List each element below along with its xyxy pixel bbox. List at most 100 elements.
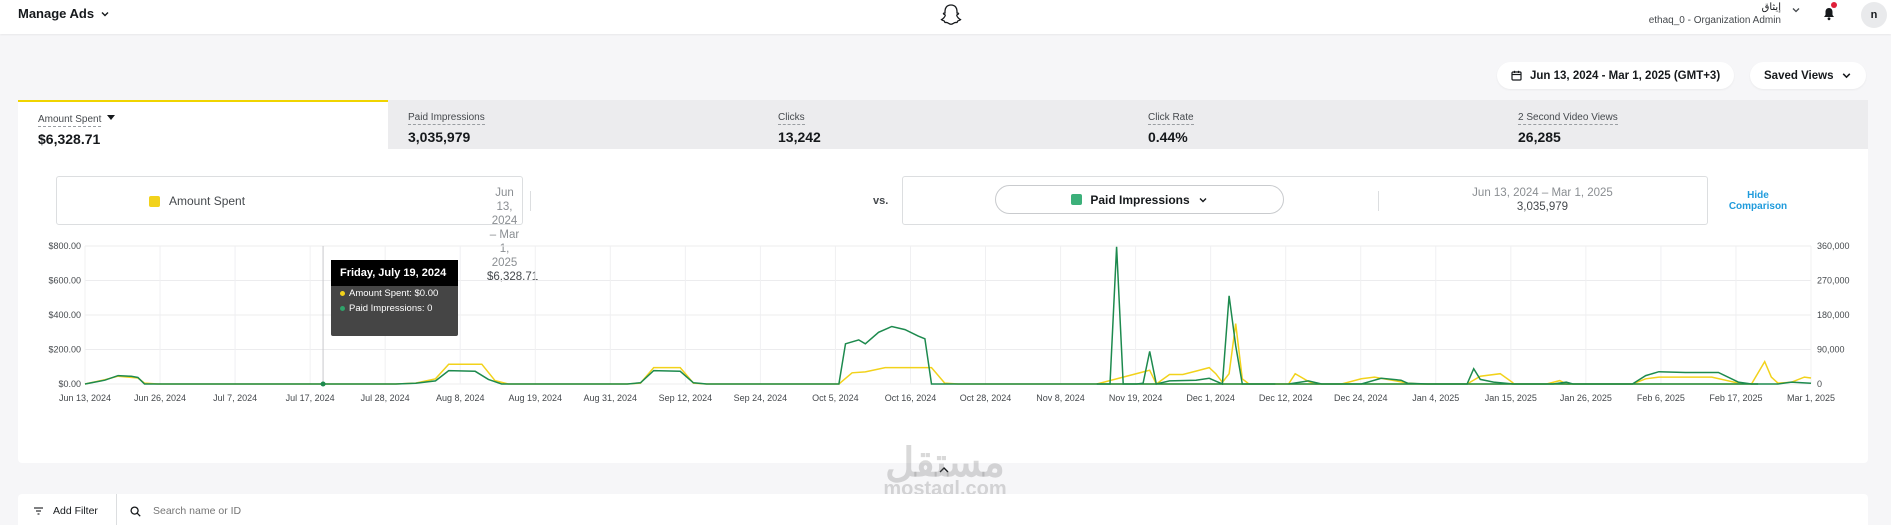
hide-comparison-line2: Comparison [1728,201,1788,212]
line-chart[interactable]: $0.00 0 $200.00 90,000 $400.00 180,000 $600.00… [18,240,1868,440]
paid-impressions-swatch [1071,194,1083,205]
tab-paid-impressions[interactable]: Paid Impressions 3,035,979 [388,100,758,149]
y-left-tick: $400.00 [48,310,81,320]
tab-value: 26,285 [1518,129,1561,145]
tab-label: Amount Spent [38,114,102,127]
series-line-paid-impressions [84,325,1759,385]
x-tick: Feb 6, 2025 [1637,393,1685,403]
calendar-icon [1511,70,1522,81]
chevron-down-icon [1843,73,1851,79]
series-line-paid-impressions [1513,370,1812,385]
x-tick: Nov 19, 2024 [1109,393,1163,403]
manage-ads-menu[interactable]: Manage Ads [18,6,110,21]
tab-value: 3,035,979 [408,129,471,145]
x-tick: Oct 28, 2024 [960,393,1012,403]
comparison-metric-label: Paid Impressions [1090,192,1190,207]
metric-tabs: Amount Spent $6,328.71 Paid Impressions … [18,100,1868,149]
primary-metric-label: Amount Spent [169,194,246,208]
y-left-tick: $0.00 [58,379,81,389]
y-right-tick: 90,000 [1817,345,1845,355]
caret-down-icon[interactable] [107,115,116,121]
tab-value: $6,328.71 [38,131,101,147]
x-tick: Mar 1, 2025 [1787,393,1835,403]
divider [116,494,117,525]
stats-card: Amount Spent $6,328.71 Paid Impressions … [18,100,1868,463]
x-tick: Sep 12, 2024 [659,393,713,403]
tab-label: Clicks [778,112,805,125]
watermark-arabic: مستقل [885,441,1005,485]
search-input[interactable] [153,505,453,517]
series-line-paid-impressions [1288,367,1514,385]
date-range-label: Jun 13, 2024 - Mar 1, 2025 (GMT+3) [1530,69,1721,82]
top-bar: Manage Ads إيثاق ethaq_0 - Organization … [0,0,1891,34]
avatar[interactable]: n [1861,2,1887,28]
hide-comparison-line1: Hide [1747,190,1769,201]
y-right-tick: 180,000 [1817,310,1850,320]
watermark: مستقل mostaql.com [875,443,1015,499]
tab-amount-spent[interactable]: Amount Spent $6,328.71 [18,100,388,149]
chevron-down-icon [101,11,109,16]
hide-comparison-link[interactable]: Hide Comparison [1723,190,1793,212]
snapchat-ghost-icon[interactable] [940,3,962,27]
x-tick: Jun 13, 2024 [59,393,111,403]
x-tick: Aug 31, 2024 [584,393,638,403]
x-tick: Oct 16, 2024 [885,393,937,403]
chevron-up-icon[interactable] [938,466,950,474]
notification-dot [1831,2,1837,8]
x-tick: Jan 4, 2025 [1412,393,1459,403]
divider [1378,191,1379,211]
tab-value: 13,242 [778,129,821,145]
series-line-amount-spent [1096,323,1289,386]
chart-tooltip: Friday, July 19, 2024 Amount Spent: $0.0… [331,260,458,336]
comparison-secondary: Paid Impressions Jun 13, 2024 – Mar 1, 2… [902,176,1708,225]
y-left-tick: $600.00 [48,276,81,286]
tooltip-impressions: Paid Impressions: 0 [349,303,433,314]
tab-video-views[interactable]: 2 Second Video Views 26,285 [1498,100,1868,149]
y-right-tick: 0 [1817,379,1822,389]
y-left-tick: $200.00 [48,345,81,355]
x-tick: Jan 26, 2025 [1560,393,1612,403]
series-line-amount-spent [1513,359,1812,385]
x-tick: Jan 15, 2025 [1485,393,1537,403]
tab-clicks[interactable]: Clicks 13,242 [758,100,1128,149]
x-tick: Jun 26, 2024 [134,393,186,403]
series-line-paid-impressions [1096,246,1276,386]
vs-label: vs. [873,195,889,207]
x-tick: Nov 8, 2024 [1036,393,1085,403]
x-tick: Feb 17, 2025 [1709,393,1762,403]
organization-info[interactable]: إيثاق ethaq_0 - Organization Admin [1649,1,1781,27]
filter-bar: Add Filter [18,494,1868,525]
saved-views-label: Saved Views [1764,69,1834,82]
tooltip-row-amount: Amount Spent: $0.00 [331,286,458,301]
bell-icon[interactable] [1821,6,1837,22]
x-tick: Sep 24, 2024 [734,393,788,403]
amount-dot-icon [340,291,345,296]
add-filter-button[interactable]: Add Filter [34,505,98,517]
tab-label: Paid Impressions [408,112,485,125]
tab-label: 2 Second Video Views [1518,112,1618,125]
secondary-total: 3,035,979 [1516,201,1569,213]
x-tick: Dec 1, 2024 [1186,393,1235,403]
tab-value: 0.44% [1148,129,1188,145]
y-right-tick: 270,000 [1817,276,1850,286]
x-tick: Jul 17, 2024 [286,393,335,403]
date-range-picker[interactable]: Jun 13, 2024 - Mar 1, 2025 (GMT+3) [1497,62,1735,89]
filter-icon [34,507,43,515]
y-left-tick: $800.00 [48,241,81,251]
search-box[interactable] [130,505,453,517]
tooltip-title: Friday, July 19, 2024 [331,260,458,286]
series-line-amount-spent [84,363,1759,385]
chevron-down-icon [1199,197,1207,202]
x-tick: Dec 24, 2024 [1334,393,1388,403]
x-tick: Jul 7, 2024 [213,393,257,403]
saved-views-button[interactable]: Saved Views [1750,62,1867,89]
chevron-down-icon[interactable] [1791,5,1801,15]
x-tick: Oct 5, 2024 [812,393,859,403]
comparison-metric-dropdown[interactable]: Paid Impressions [995,185,1284,214]
x-tick: Aug 19, 2024 [508,393,562,403]
tab-label: Click Rate [1148,112,1194,125]
tab-click-rate[interactable]: Click Rate 0.44% [1128,100,1498,149]
x-tick: Aug 8, 2024 [436,393,485,403]
tooltip-row-impressions: Paid Impressions: 0 [331,301,458,316]
search-icon [130,505,141,517]
